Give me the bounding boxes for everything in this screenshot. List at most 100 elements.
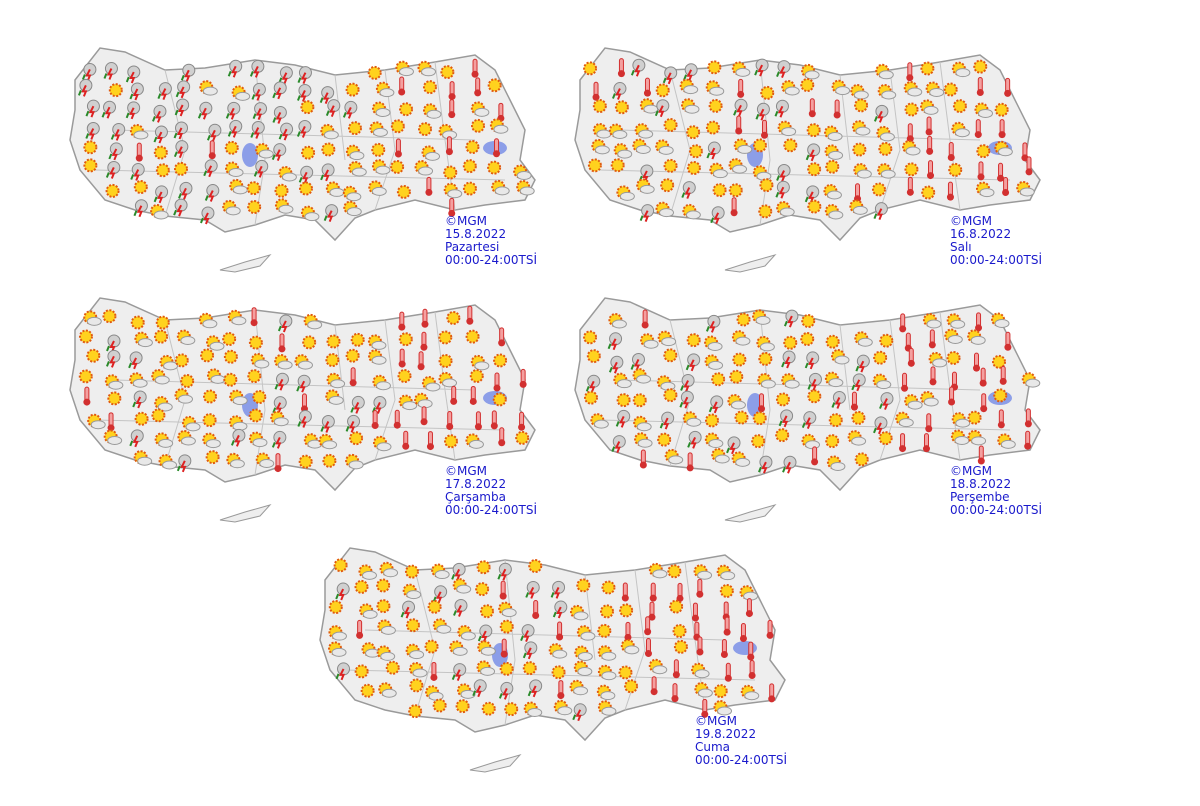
cloud-icon: [137, 456, 153, 466]
lightning: [234, 434, 241, 447]
lightning: [778, 186, 785, 199]
cloud-icon: [601, 706, 617, 716]
sun-icon: [825, 334, 840, 349]
rain: [157, 93, 162, 99]
thermometer-bulb: [1024, 442, 1032, 450]
cloud-icon: [876, 380, 892, 390]
lightning: [131, 357, 138, 370]
lightning: [690, 436, 697, 449]
rain: [106, 345, 110, 352]
cloud-icon: [994, 318, 1010, 328]
cloud-icon: [857, 337, 873, 347]
thermometer-bulb: [474, 89, 482, 97]
sun-icon: [616, 393, 631, 408]
cloud-icon: [180, 336, 196, 346]
cloud-icon: [185, 422, 201, 432]
cloud-icon: [652, 569, 668, 579]
cloud-icon: [637, 438, 653, 448]
thermometer-bulb: [445, 148, 453, 156]
lightning: [281, 72, 288, 85]
cloud-icon: [480, 666, 496, 676]
thermometer-bulb: [1004, 89, 1012, 97]
rain: [320, 174, 325, 181]
thermometer-bulb: [208, 152, 216, 160]
cloud-icon: [977, 108, 993, 118]
cloud-icon: [162, 460, 178, 470]
rain: [101, 111, 106, 118]
sun-icon: [734, 410, 749, 425]
cloud-icon: [232, 396, 248, 406]
sun-icon: [432, 698, 447, 713]
lightning: [619, 415, 626, 428]
cloud-icon: [434, 570, 450, 580]
cloud-icon: [907, 87, 923, 97]
thermometer-bulb: [808, 110, 816, 118]
thermometer-bulb: [83, 398, 91, 406]
cloud-icon: [828, 210, 844, 220]
rain: [804, 196, 809, 203]
caption-day: Cuma: [695, 740, 730, 754]
sun-icon: [354, 579, 369, 594]
storm-icon: [874, 202, 888, 216]
thermometer-bulb: [975, 324, 983, 332]
thermometer-bulb: [398, 88, 406, 96]
rain: [851, 384, 856, 391]
cloud-icon: [519, 186, 535, 196]
cloud-icon: [580, 631, 596, 641]
rain: [271, 154, 276, 161]
lightning: [300, 415, 307, 428]
rain: [272, 117, 277, 123]
sun-icon: [920, 61, 935, 76]
thermometer-bulb: [739, 634, 747, 642]
thermometer-bulb: [899, 325, 907, 333]
rain: [572, 714, 577, 721]
sun-icon: [800, 78, 815, 93]
rain: [271, 442, 276, 448]
thermometer-bulb: [691, 614, 699, 622]
lightning: [589, 380, 596, 393]
sun-icon: [462, 159, 477, 174]
sun-icon: [713, 684, 728, 699]
sun-icon: [758, 351, 773, 366]
cloud-icon: [210, 374, 226, 384]
rain: [778, 420, 783, 427]
thermometer-bulb: [394, 150, 402, 158]
cloud-icon: [954, 128, 970, 138]
sun-icon: [174, 161, 189, 176]
rain: [325, 110, 330, 117]
thermometer-bulb: [518, 423, 526, 431]
lightning: [229, 107, 236, 120]
storm-icon: [174, 198, 188, 212]
thermometer-bulb: [393, 421, 401, 429]
lightning: [658, 105, 665, 118]
lightning: [876, 422, 883, 435]
caption-time: 00:00-24:00TSİ: [445, 252, 537, 267]
thermometer-bulb: [278, 345, 286, 353]
cloud-icon: [371, 186, 387, 196]
cloud-icon: [954, 436, 970, 446]
caption-date: 15.8.2022: [445, 227, 506, 241]
sun-icon: [298, 454, 313, 469]
cloud-icon: [707, 342, 723, 352]
lightning: [323, 169, 330, 182]
rain: [296, 131, 301, 137]
lightning: [643, 210, 650, 223]
lightning: [682, 396, 689, 409]
cloud-icon: [132, 378, 148, 388]
lightning: [456, 605, 463, 617]
sun-icon: [587, 158, 602, 173]
sun-icon: [487, 78, 502, 93]
cloud-icon: [853, 90, 869, 100]
sun-icon: [247, 369, 262, 384]
cloud-icon: [527, 708, 543, 718]
thermometer-bulb: [906, 135, 914, 143]
cloud-icon: [225, 206, 241, 216]
cloud-icon: [827, 132, 843, 142]
thermometer-bulb: [1002, 188, 1010, 196]
sun-icon: [660, 178, 675, 193]
lightning: [761, 461, 768, 474]
thermometer-bulb: [696, 648, 704, 656]
lightning: [109, 340, 116, 353]
cloud-icon: [929, 87, 945, 97]
lightning: [338, 588, 345, 601]
